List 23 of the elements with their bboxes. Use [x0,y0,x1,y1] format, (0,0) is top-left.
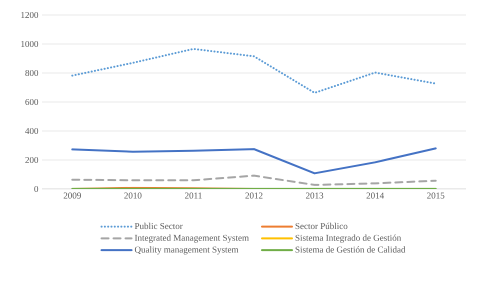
legend-label: Sistema Integrado de Gestión [296,234,402,243]
legend-label: Public Sector [134,222,183,230]
y-tick-label: 0 [34,186,38,192]
x-tick-label: 2010 [124,192,142,199]
y-tick-label: 600 [25,98,38,106]
x-tick-label: 2014 [366,192,384,199]
x-tick-label: 2013 [306,192,324,199]
y-tick-label: 400 [25,128,38,134]
legend-label: Sector Público [296,222,348,230]
x-tick-label: 2015 [427,192,444,199]
line-series [71,147,437,174]
line-series [71,48,437,94]
x-tick-label: 2009 [64,192,81,199]
legend-label: Quality management System [134,246,238,254]
x-tick-label: 2012 [245,192,262,199]
y-tick-label: 200 [25,156,38,164]
y-tick-label: 800 [25,70,38,76]
legend-label: Sistema de Gestión de Calidad [296,246,406,253]
line-series [71,174,437,186]
y-tick-label: 1200 [21,12,38,18]
x-tick-label: 2011 [184,192,202,199]
legend-label: Integrated Management System [134,234,249,243]
y-tick-label: 1000 [21,40,38,48]
